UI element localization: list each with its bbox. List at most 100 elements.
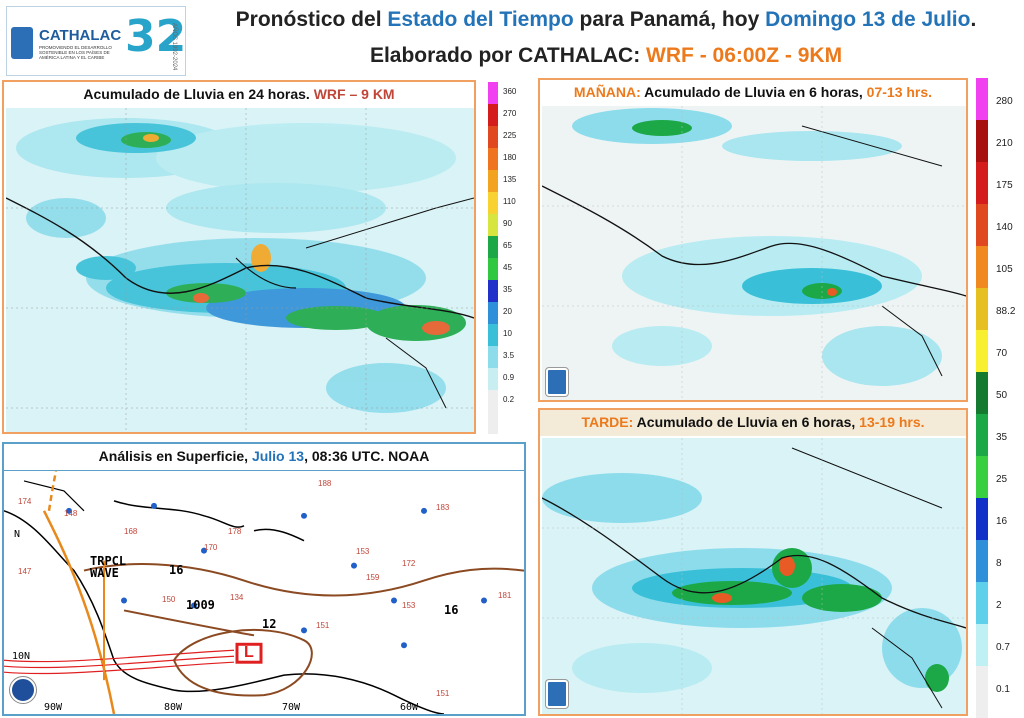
afternoon-6h-panel: TARDE: Acumulado de Lluvia en 6 horas, 1…: [538, 408, 968, 716]
station-value: 159: [366, 573, 380, 582]
afternoon-period: TARDE:: [581, 414, 634, 430]
afternoon-6h-title: TARDE: Acumulado de Lluvia en 6 horas, 1…: [540, 410, 966, 436]
cb6h-label: 0.1: [996, 684, 1010, 695]
lon-60w-label: 60W: [400, 702, 419, 713]
morning-6h-map: [542, 106, 966, 400]
title-prefix: Pronóstico del: [235, 8, 388, 31]
station-value: 151: [436, 689, 450, 698]
page-title: Pronóstico del Estado del Tiempo para Pa…: [196, 8, 1016, 32]
station-value: 134: [230, 593, 244, 602]
cathalac-logo: CATHALAC PROMOVIENDO EL DESARROLLO SOSTE…: [6, 6, 186, 76]
wave-text: WAVE: [90, 566, 119, 580]
analysis-title-suffix: , 08:36 UTC. NOAA: [304, 448, 430, 464]
isobar-12-label: 12: [262, 617, 277, 631]
rain-6h-colorbar: 280 210 175 140 105 88.2 70 50 35 25 16 …: [976, 78, 1024, 718]
subtitle-prefix: Elaborado por CATHALAC:: [369, 44, 647, 67]
afternoon-hours: 13-19 hrs.: [855, 414, 925, 430]
station-value: 153: [356, 547, 370, 556]
morning-hours: 07-13 hrs.: [862, 84, 933, 100]
cb6h-label: 175: [996, 180, 1013, 191]
logo-years-text: AÑOS 1992-2024: [171, 23, 177, 71]
isobar-1009-label: 1009: [186, 598, 215, 612]
cb6h-label: 35: [996, 432, 1008, 443]
morning-corner-logo-icon: [545, 367, 569, 397]
cb24-label: 135: [503, 175, 517, 184]
cb24-label: 45: [503, 263, 512, 272]
cb24-label: 270: [503, 109, 517, 118]
rain-24h-title-text: Acumulado de Lluvia en 24 horas.: [83, 86, 314, 102]
morning-6h-title: MAÑANA: Acumulado de Lluvia en 6 horas, …: [540, 80, 966, 106]
cb24-label: 3.5: [503, 351, 515, 360]
station-value: 181: [498, 591, 512, 600]
cb24-label: 0.9: [503, 373, 515, 382]
noaa-logo-icon: [9, 676, 37, 704]
lat-10n-label: 10N: [12, 651, 31, 662]
station-value: 174: [18, 497, 32, 506]
rain-24h-title-model: WRF – 9 KM: [313, 86, 395, 102]
logo-years-number: 32: [125, 11, 187, 62]
cb6h-label: 8: [996, 558, 1002, 569]
rain-24h-panel: Acumulado de Lluvia en 24 horas. WRF – 9…: [2, 80, 476, 434]
surface-analysis-panel: Análisis en Superficie, Julio 13, 08:36 …: [2, 442, 526, 716]
cb6h-label: 2: [996, 600, 1002, 611]
subtitle-model: WRF - 06:00Z - 9KM: [646, 44, 843, 67]
cb6h-label: 88.2: [996, 306, 1016, 317]
station-value: 153: [402, 601, 416, 610]
surface-analysis-title: Análisis en Superficie, Julio 13, 08:36 …: [4, 444, 524, 468]
cb24-label: 360: [503, 87, 517, 96]
title-end: .: [970, 8, 977, 31]
station-value: 170: [204, 543, 218, 552]
analysis-title-prefix: Análisis en Superficie,: [98, 448, 252, 464]
cb6h-label: 105: [996, 264, 1013, 275]
logo-tagline: PROMOVIENDO EL DESARROLLO SOSTENIBLE EN …: [39, 45, 112, 60]
cb6h-label: 0.7: [996, 642, 1010, 653]
cb6h-label: 50: [996, 390, 1008, 401]
cb24-label: 0.2: [503, 395, 515, 404]
station-value: 147: [18, 567, 32, 576]
morning-6h-panel: MAÑANA: Acumulado de Lluvia en 6 horas, …: [538, 78, 968, 402]
logo-org-name: CATHALAC: [39, 27, 122, 44]
cb6h-label: 210: [996, 138, 1013, 149]
station-value: 178: [228, 527, 242, 536]
station-value: 188: [318, 479, 332, 488]
trpcl-text: TRPCL: [90, 554, 127, 568]
cb6h-label: 16: [996, 516, 1008, 527]
rain-24h-title: Acumulado de Lluvia en 24 horas. WRF – 9…: [4, 82, 474, 108]
cb24-label: 10: [503, 329, 512, 338]
cb6h-label: 25: [996, 474, 1008, 485]
station-value: 183: [436, 503, 450, 512]
surface-analysis-map: TRPCL WAVE 1009 16 16 12 10N N 90W 80W 7…: [4, 470, 524, 714]
cb6h-label: 140: [996, 222, 1013, 233]
cb24-label: 180: [503, 153, 517, 162]
morning-text: Acumulado de Lluvia en 6 horas,: [640, 84, 863, 100]
afternoon-corner-logo-icon: [545, 679, 569, 709]
cb24-label: 65: [503, 241, 512, 250]
cb6h-label: 280: [996, 96, 1013, 107]
low-pressure-label: L: [244, 644, 254, 661]
page-subtitle: Elaborado por CATHALAC: WRF - 06:00Z - 9…: [196, 44, 1016, 68]
afternoon-6h-map: [542, 438, 966, 714]
lon-80w-label: 80W: [164, 702, 183, 713]
lon-70w-label: 70W: [282, 702, 301, 713]
afternoon-text: Acumulado de Lluvia en 6 horas,: [633, 414, 856, 430]
analysis-title-date: Julio 13: [251, 448, 305, 464]
cathalac-emblem-icon: [11, 27, 33, 59]
cb24-label: 35: [503, 285, 512, 294]
cb24-label: 20: [503, 307, 512, 316]
title-date: Domingo 13 de Julio: [765, 8, 971, 31]
cb24-label: 110: [503, 197, 516, 206]
station-value: 151: [316, 621, 330, 630]
morning-period: MAÑANA:: [573, 84, 641, 100]
station-value: 168: [124, 527, 138, 536]
cb24-label: 225: [503, 131, 517, 140]
cb6h-label: 70: [996, 348, 1008, 359]
north-label: N: [14, 529, 21, 540]
station-value: 148: [64, 509, 78, 518]
lon-90w-label: 90W: [44, 702, 63, 713]
isobar-16-label: 16: [169, 563, 184, 577]
tropical-wave-label: TRPCL WAVE: [90, 555, 126, 579]
title-middle: para Panamá, hoy: [573, 8, 766, 31]
rain-24h-colorbar: 360 270 225 180 135 110 90 65 45 35 20 1…: [488, 82, 522, 434]
station-value: 172: [402, 559, 416, 568]
cb24-label: 90: [503, 219, 512, 228]
